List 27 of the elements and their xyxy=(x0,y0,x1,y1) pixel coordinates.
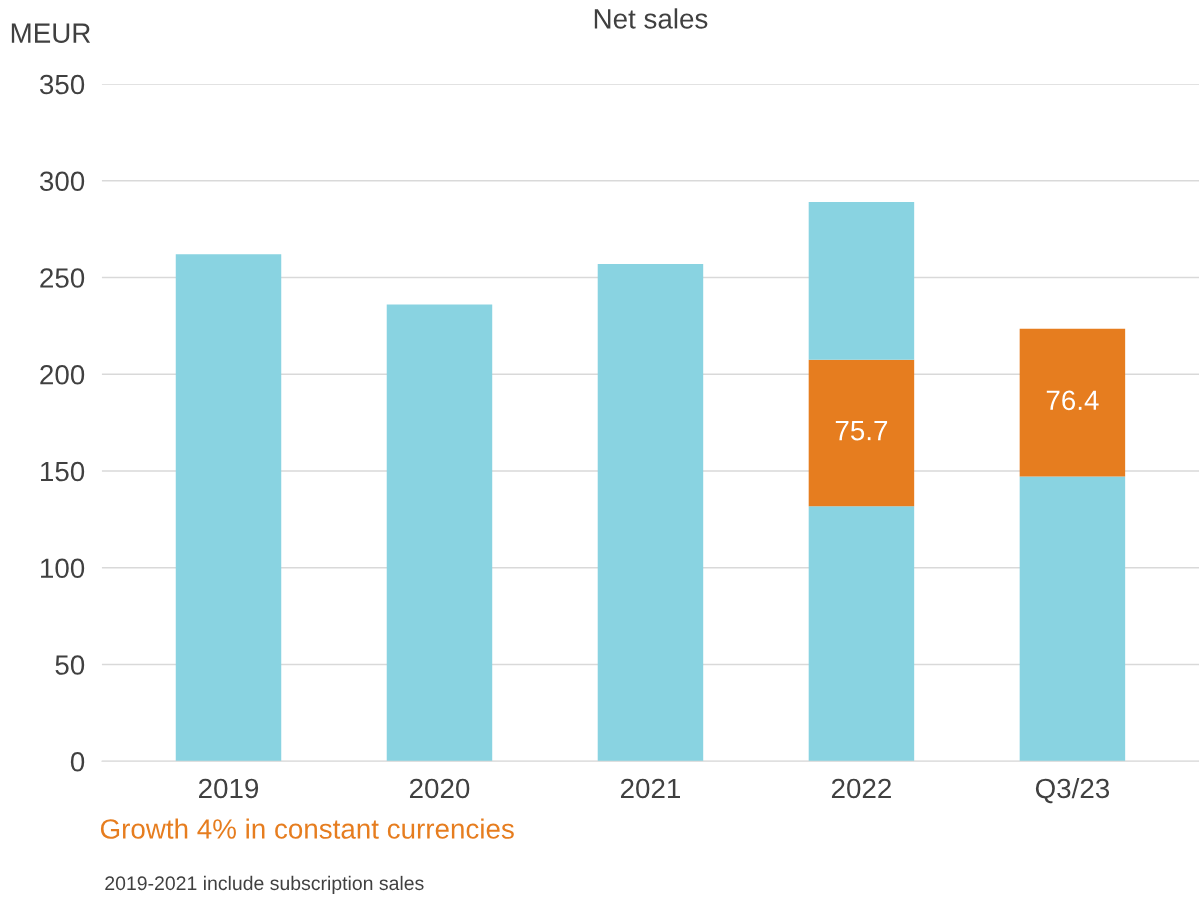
bar xyxy=(175,254,282,762)
y-tick-label: 250 xyxy=(40,268,85,288)
y-tick-label: 350 xyxy=(39,74,85,95)
y-tick-label: 300 xyxy=(39,171,85,192)
y-tick-label: 150 xyxy=(41,461,85,482)
x-tick-label: 2021 xyxy=(620,778,680,799)
bar xyxy=(597,263,704,762)
y-tick-label: 200 xyxy=(40,364,85,385)
data-label: 76.4 xyxy=(1046,390,1099,411)
bar xyxy=(808,506,915,762)
x-tick-label: 2022 xyxy=(831,778,891,799)
x-tick-label: 2020 xyxy=(409,778,470,799)
y-tick-label: 100 xyxy=(41,558,85,579)
bar xyxy=(808,359,915,507)
x-tick-label: 2019 xyxy=(199,778,259,799)
chart-title: Net sales xyxy=(594,8,708,29)
data-label: 75.7 xyxy=(835,421,888,441)
bar xyxy=(386,304,493,762)
y-tick-label: 50 xyxy=(55,655,85,675)
y-tick-label: 0 xyxy=(70,751,85,772)
text: 2019-2021 include subscription sales xyxy=(105,875,424,894)
y-axis-title: MEUR xyxy=(11,23,91,43)
text: Growth 4% in constant currencies xyxy=(100,818,514,839)
x-tick-label: Q3/23 xyxy=(1035,777,1110,804)
bar xyxy=(808,202,915,360)
bar xyxy=(1019,476,1126,762)
bar xyxy=(1019,328,1126,477)
